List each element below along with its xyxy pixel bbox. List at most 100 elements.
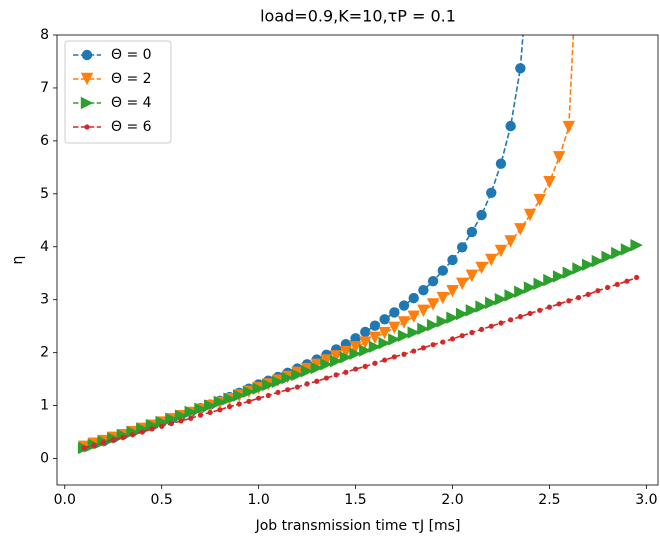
marker — [401, 351, 407, 357]
marker — [562, 266, 576, 279]
marker — [459, 333, 465, 339]
y-tick-label: 2 — [40, 345, 49, 361]
marker — [436, 291, 450, 305]
marker — [475, 261, 488, 275]
marker — [194, 402, 207, 415]
marker — [84, 124, 90, 130]
marker — [81, 49, 93, 61]
marker — [314, 378, 320, 384]
marker — [168, 420, 174, 427]
marker — [378, 336, 391, 350]
marker — [624, 278, 630, 284]
marker — [582, 258, 595, 271]
marker — [252, 382, 265, 395]
marker — [614, 281, 620, 287]
marker — [456, 242, 468, 253]
marker — [630, 238, 643, 252]
marker — [188, 415, 194, 421]
marker — [408, 292, 419, 304]
marker — [174, 409, 188, 422]
marker — [339, 345, 353, 359]
marker — [236, 401, 242, 407]
y-axis-label: η — [10, 256, 26, 265]
marker — [262, 378, 275, 392]
marker — [197, 412, 204, 418]
marker — [388, 321, 401, 334]
marker — [430, 342, 436, 348]
marker — [478, 326, 485, 332]
marker — [352, 366, 359, 372]
marker — [591, 254, 605, 268]
marker — [329, 350, 343, 363]
marker — [360, 326, 371, 338]
x-tick-label: 3.0 — [635, 492, 657, 508]
marker — [418, 284, 429, 296]
marker — [271, 375, 285, 388]
marker — [455, 277, 469, 291]
marker — [426, 318, 440, 332]
marker — [178, 418, 184, 424]
marker — [323, 375, 330, 381]
marker — [446, 311, 459, 324]
marker — [527, 310, 533, 317]
marker — [575, 294, 582, 301]
marker — [372, 360, 378, 366]
marker — [320, 354, 333, 367]
marker — [130, 432, 136, 438]
marker — [546, 304, 553, 310]
marker — [514, 285, 527, 298]
marker — [486, 187, 497, 198]
marker — [329, 354, 343, 368]
marker — [184, 405, 197, 419]
marker — [256, 395, 262, 401]
marker — [515, 63, 526, 74]
marker — [333, 372, 339, 378]
marker — [246, 398, 252, 404]
marker — [494, 292, 508, 306]
marker — [300, 364, 314, 378]
marker — [120, 434, 126, 440]
marker — [505, 120, 516, 132]
axes-frame — [56, 34, 659, 486]
marker — [223, 392, 236, 405]
marker — [136, 422, 149, 436]
marker — [426, 298, 440, 311]
marker — [465, 304, 479, 317]
marker — [159, 423, 165, 429]
marker — [488, 323, 494, 329]
marker — [533, 193, 546, 207]
marker — [611, 246, 624, 260]
marker — [437, 265, 449, 276]
marker — [465, 269, 479, 283]
marker — [523, 208, 537, 222]
x-axis-label: Job transmission time τJ [ms] — [255, 518, 461, 534]
marker — [498, 320, 504, 326]
marker — [485, 253, 498, 267]
marker — [440, 339, 446, 345]
marker — [379, 314, 390, 325]
legend-label: Θ = 2 — [111, 71, 152, 87]
marker — [291, 368, 304, 382]
marker — [388, 333, 401, 346]
y-tick-label: 7 — [40, 80, 49, 96]
marker — [80, 96, 94, 110]
marker — [369, 320, 381, 331]
marker — [91, 442, 97, 448]
marker — [349, 341, 362, 354]
y-tick-label: 1 — [40, 398, 49, 414]
marker — [514, 223, 527, 236]
marker — [265, 392, 271, 399]
marker — [447, 254, 458, 266]
marker — [566, 298, 572, 304]
marker — [523, 281, 537, 294]
marker — [552, 270, 566, 283]
marker — [397, 316, 411, 329]
y-tick-label: 0 — [40, 451, 49, 467]
marker — [495, 158, 507, 169]
marker — [275, 389, 281, 395]
marker — [469, 329, 475, 336]
marker — [417, 322, 430, 336]
y-tick-label: 8 — [40, 27, 49, 43]
y-tick-label: 6 — [40, 133, 49, 149]
marker — [203, 399, 217, 412]
